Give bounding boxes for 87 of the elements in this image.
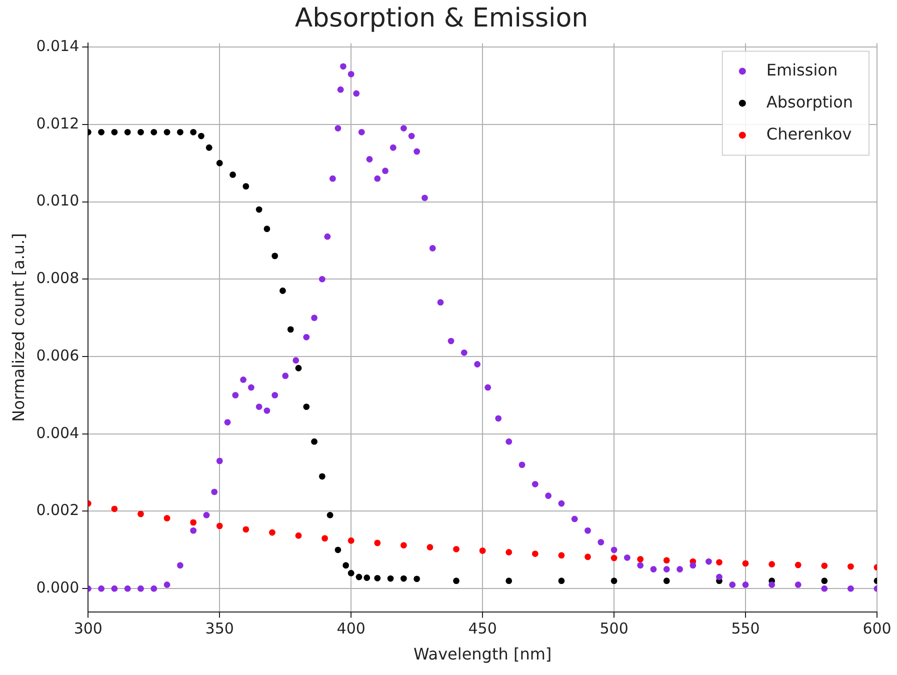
point: [663, 557, 670, 564]
legend-label: Emission: [766, 60, 838, 80]
point: [230, 172, 236, 178]
point: [138, 510, 144, 518]
point: [610, 554, 618, 562]
point: [242, 183, 250, 190]
point: [453, 546, 460, 552]
point: [414, 576, 420, 582]
point: [242, 526, 250, 533]
point: [716, 559, 722, 566]
x-tick-label: 550: [731, 620, 760, 638]
point: [190, 128, 197, 136]
point: [269, 529, 276, 536]
point: [322, 535, 328, 542]
point: [326, 512, 334, 518]
y-tick-label: 0.006: [36, 346, 80, 364]
x-tick-label: 450: [468, 620, 497, 638]
point: [356, 574, 362, 580]
x-tick-label: 600: [862, 620, 892, 638]
point: [426, 544, 434, 550]
point: [742, 560, 749, 567]
point: [176, 128, 184, 136]
point: [280, 288, 286, 294]
point: [111, 506, 118, 512]
point: [198, 132, 204, 140]
point: [610, 578, 618, 584]
point: [848, 563, 854, 570]
point: [264, 226, 270, 232]
y-tick-label: 0.014: [36, 36, 80, 55]
point: [506, 578, 512, 584]
point: [256, 206, 262, 213]
y-tick-label: 0.010: [36, 192, 80, 210]
point: [768, 561, 776, 568]
point: [164, 514, 170, 522]
point: [216, 522, 223, 530]
point: [303, 404, 310, 410]
point: [794, 562, 802, 568]
point: [334, 546, 342, 554]
point: [348, 570, 354, 576]
point: [374, 540, 381, 546]
point: [374, 574, 381, 582]
point: [190, 519, 197, 526]
point: [216, 160, 223, 166]
point: [311, 438, 318, 445]
point: [138, 128, 144, 136]
point: [584, 554, 591, 560]
chart-title: Absorption & Emission: [294, 3, 588, 34]
y-tick-label: 0.000: [36, 578, 80, 596]
x-tick-label: 350: [205, 620, 234, 638]
point: [506, 549, 512, 556]
point: [821, 578, 828, 584]
point: [637, 556, 644, 562]
point: [479, 547, 486, 554]
point: [387, 575, 394, 582]
legend-label: Absorption: [766, 92, 853, 112]
point: [124, 128, 131, 136]
y-tick-label: 0.002: [36, 501, 80, 520]
point: [287, 326, 294, 333]
x-tick-label: 500: [600, 620, 628, 638]
x-tick-label: 300: [74, 620, 102, 638]
point: [318, 473, 326, 480]
legend-label: Cherenkov: [766, 124, 852, 144]
point: [400, 542, 407, 548]
point: [150, 128, 158, 136]
y-tick-label: 0.008: [36, 269, 80, 288]
point: [400, 575, 407, 582]
y-tick-label: 0.004: [36, 424, 80, 442]
point: [348, 537, 354, 544]
point: [558, 552, 565, 559]
point: [342, 562, 350, 569]
point: [98, 128, 104, 136]
point: [295, 532, 302, 539]
point: [663, 578, 670, 584]
point: [164, 128, 170, 136]
point: [453, 578, 460, 584]
y-tick-label: 0.012: [36, 114, 80, 132]
point: [364, 574, 370, 581]
point: [532, 550, 538, 557]
point: [272, 252, 278, 260]
y-axis-title: Normalized count [a.u.]: [8, 233, 28, 422]
point: [821, 562, 828, 569]
point: [111, 128, 118, 136]
point: [295, 364, 302, 372]
point: [558, 578, 565, 584]
point: [206, 144, 212, 151]
x-axis-title: Wavelength [nm]: [413, 644, 552, 664]
x-tick-label: 400: [336, 620, 366, 638]
